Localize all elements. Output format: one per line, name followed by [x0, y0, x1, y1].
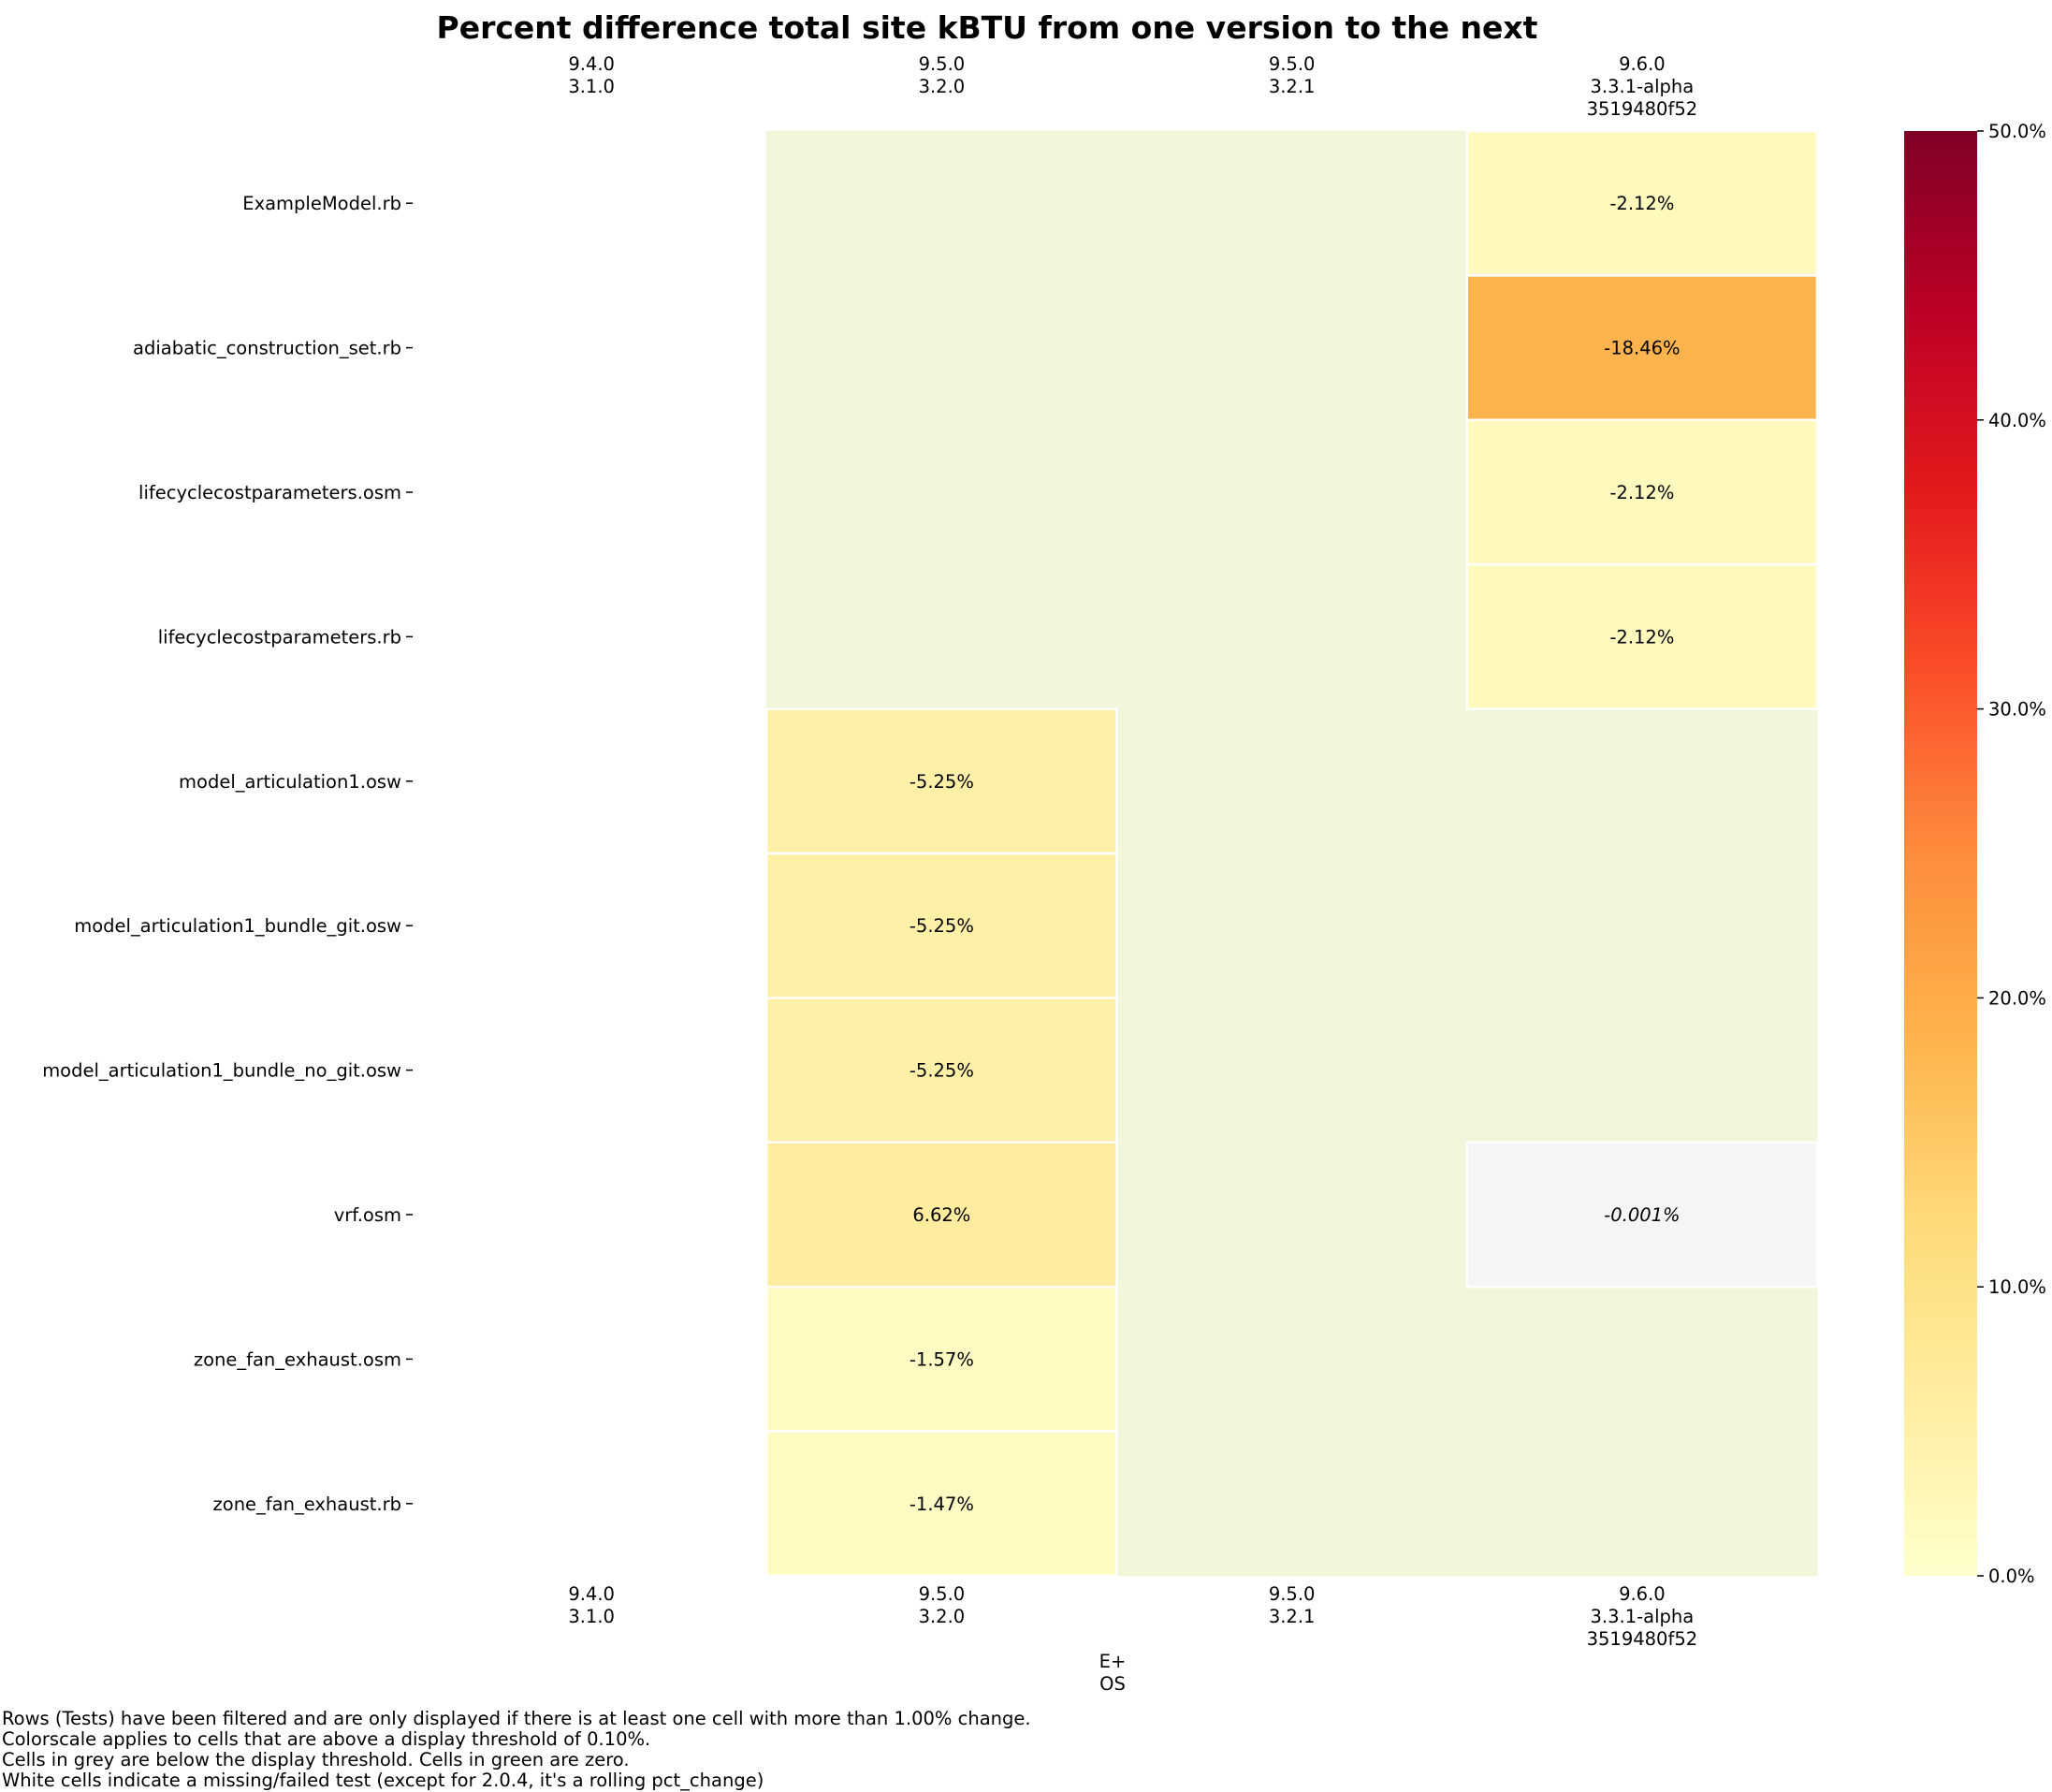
- row-label: ExampleModel.rb: [242, 193, 401, 214]
- zero-cell: [1116, 563, 1468, 710]
- footnote: Cells in grey are below the display thre…: [2, 1749, 630, 1770]
- colorbar-ticks: 0.0% 10.0% 20.0% 30.0% 40.0% 50.0%: [1977, 121, 2046, 1587]
- footnote: Colorscale applies to cells that are abo…: [2, 1728, 651, 1750]
- column-label-top: 9.6.0: [1619, 53, 1666, 75]
- cell-value-label: -2.12%: [1609, 626, 1674, 648]
- zero-cell: [1116, 708, 1468, 854]
- cell-value-label: -0.001%: [1604, 1204, 1680, 1226]
- zero-cell: [1466, 852, 1818, 998]
- column-label-top: 3.1.0: [568, 76, 615, 97]
- row-label: model_articulation1_bundle_no_git.osw: [42, 1060, 401, 1082]
- heatmap-cell: [765, 1285, 1118, 1433]
- column-labels-bottom: 9.4.03.1.09.5.03.2.09.5.03.2.19.6.03.3.1…: [568, 1583, 1697, 1650]
- zero-cell: [1466, 1431, 1818, 1577]
- row-labels: ExampleModel.rb adiabatic_construction_se…: [42, 193, 413, 1515]
- column-labels-top: 9.4.03.1.09.5.03.2.09.5.03.2.19.6.03.3.1…: [568, 53, 1697, 120]
- cell-value-label: -2.12%: [1609, 482, 1674, 503]
- footnotes: Rows (Tests) have been filtered and are …: [2, 1709, 1031, 1791]
- zero-cell: [765, 563, 1117, 710]
- heatmap-cell: [1465, 274, 1819, 422]
- colorbar-tick-label: 50.0%: [1988, 121, 2046, 142]
- row-label: adiabatic_construction_set.rb: [133, 338, 401, 359]
- zero-cell: [1116, 1431, 1468, 1577]
- heatmap-cell: [765, 1141, 1118, 1289]
- row-label: zone_fan_exhaust.osm: [194, 1348, 401, 1370]
- zero-cell: [765, 130, 1117, 276]
- zero-cell: [1116, 1286, 1468, 1433]
- column-label-top: 9.4.0: [568, 53, 615, 75]
- heatmap-cell: [1465, 129, 1819, 277]
- footnote: White cells indicate a missing/failed te…: [2, 1770, 764, 1791]
- colorbar-gradient: [1904, 131, 1977, 1576]
- column-label-bottom: 9.5.0: [919, 1583, 966, 1605]
- heatmap-cell: [1465, 1141, 1819, 1289]
- zero-cell: [1116, 130, 1468, 276]
- row-label: lifecyclecostparameters.osm: [138, 482, 401, 503]
- column-label-bottom: 9.6.0: [1619, 1583, 1666, 1605]
- cell-value-label: -18.46%: [1604, 338, 1680, 359]
- zero-cell: [1466, 708, 1818, 854]
- heatmap-cell: [765, 707, 1118, 855]
- zero-cell: [1116, 1142, 1468, 1288]
- cell-value-label: -2.12%: [1609, 193, 1674, 214]
- x-axis-label-line-1: E+: [1099, 1651, 1127, 1672]
- column-label-top: 3.2.0: [919, 76, 966, 97]
- column-label-bottom: 3519480f52: [1587, 1628, 1698, 1650]
- colorbar-tick-label: 10.0%: [1988, 1276, 2046, 1298]
- colorbar-tick-label: 30.0%: [1988, 699, 2046, 721]
- footnote: Rows (Tests) have been filtered and are …: [2, 1708, 1031, 1729]
- chart-title: Percent difference total site kBTU from …: [437, 9, 1538, 46]
- x-axis-label-line-2: OS: [1099, 1673, 1126, 1695]
- zero-cell: [765, 419, 1117, 565]
- row-label: vrf.osm: [334, 1204, 401, 1226]
- row-label: model_articulation1_bundle_git.osw: [74, 915, 401, 937]
- x-axis-label: E+ OS: [1099, 1651, 1127, 1695]
- column-label-top: 9.5.0: [919, 53, 966, 75]
- colorbar: 0.0% 10.0% 20.0% 30.0% 40.0% 50.0%: [1904, 121, 2046, 1587]
- colorbar-tick-label: 20.0%: [1988, 987, 2046, 1009]
- column-label-top: 3.3.1-alpha: [1591, 76, 1695, 97]
- row-label: zone_fan_exhaust.rb: [213, 1493, 401, 1515]
- zero-cell: [1116, 997, 1468, 1144]
- zero-cell: [1116, 419, 1468, 565]
- heatmap-cells: -2.12% -18.46% -2.12% -2.12% -5.25% -5.25% -5.…: [765, 129, 1819, 1578]
- heatmap-cell: [1465, 562, 1819, 710]
- colorbar-tick-label: 0.0%: [1988, 1566, 2035, 1587]
- zero-cell: [1116, 852, 1468, 998]
- column-label-bottom: 9.5.0: [1269, 1583, 1316, 1605]
- column-label-bottom: 3.1.0: [568, 1606, 615, 1627]
- heatmap-cell: [765, 1430, 1118, 1578]
- colorbar-tick-label: 40.0%: [1988, 410, 2046, 431]
- cell-value-label: -5.25%: [910, 771, 974, 793]
- column-label-top: 9.5.0: [1269, 53, 1316, 75]
- column-label-bottom: 3.2.1: [1269, 1606, 1316, 1627]
- cell-value-label: 6.62%: [912, 1204, 970, 1226]
- zero-cell: [1466, 997, 1818, 1144]
- row-label: lifecyclecostparameters.rb: [158, 626, 401, 648]
- heatmap-cell: [1465, 418, 1819, 566]
- column-label-bottom: 3.2.0: [919, 1606, 966, 1627]
- row-label: model_articulation1.osw: [179, 771, 401, 793]
- cell-value-label: -5.25%: [910, 915, 974, 937]
- cell-value-label: -5.25%: [910, 1060, 974, 1082]
- column-label-top: 3.2.1: [1269, 76, 1316, 97]
- column-label-bottom: 9.4.0: [568, 1583, 615, 1605]
- heatmap-cell: [765, 852, 1118, 999]
- cell-value-label: -1.57%: [910, 1348, 974, 1370]
- cell-value-label: -1.47%: [910, 1493, 974, 1515]
- zero-cell: [1116, 274, 1468, 421]
- column-label-bottom: 3.3.1-alpha: [1591, 1606, 1695, 1627]
- column-label-top: 3519480f52: [1587, 98, 1698, 120]
- zero-cell: [765, 274, 1117, 421]
- zero-cell: [1466, 1286, 1818, 1433]
